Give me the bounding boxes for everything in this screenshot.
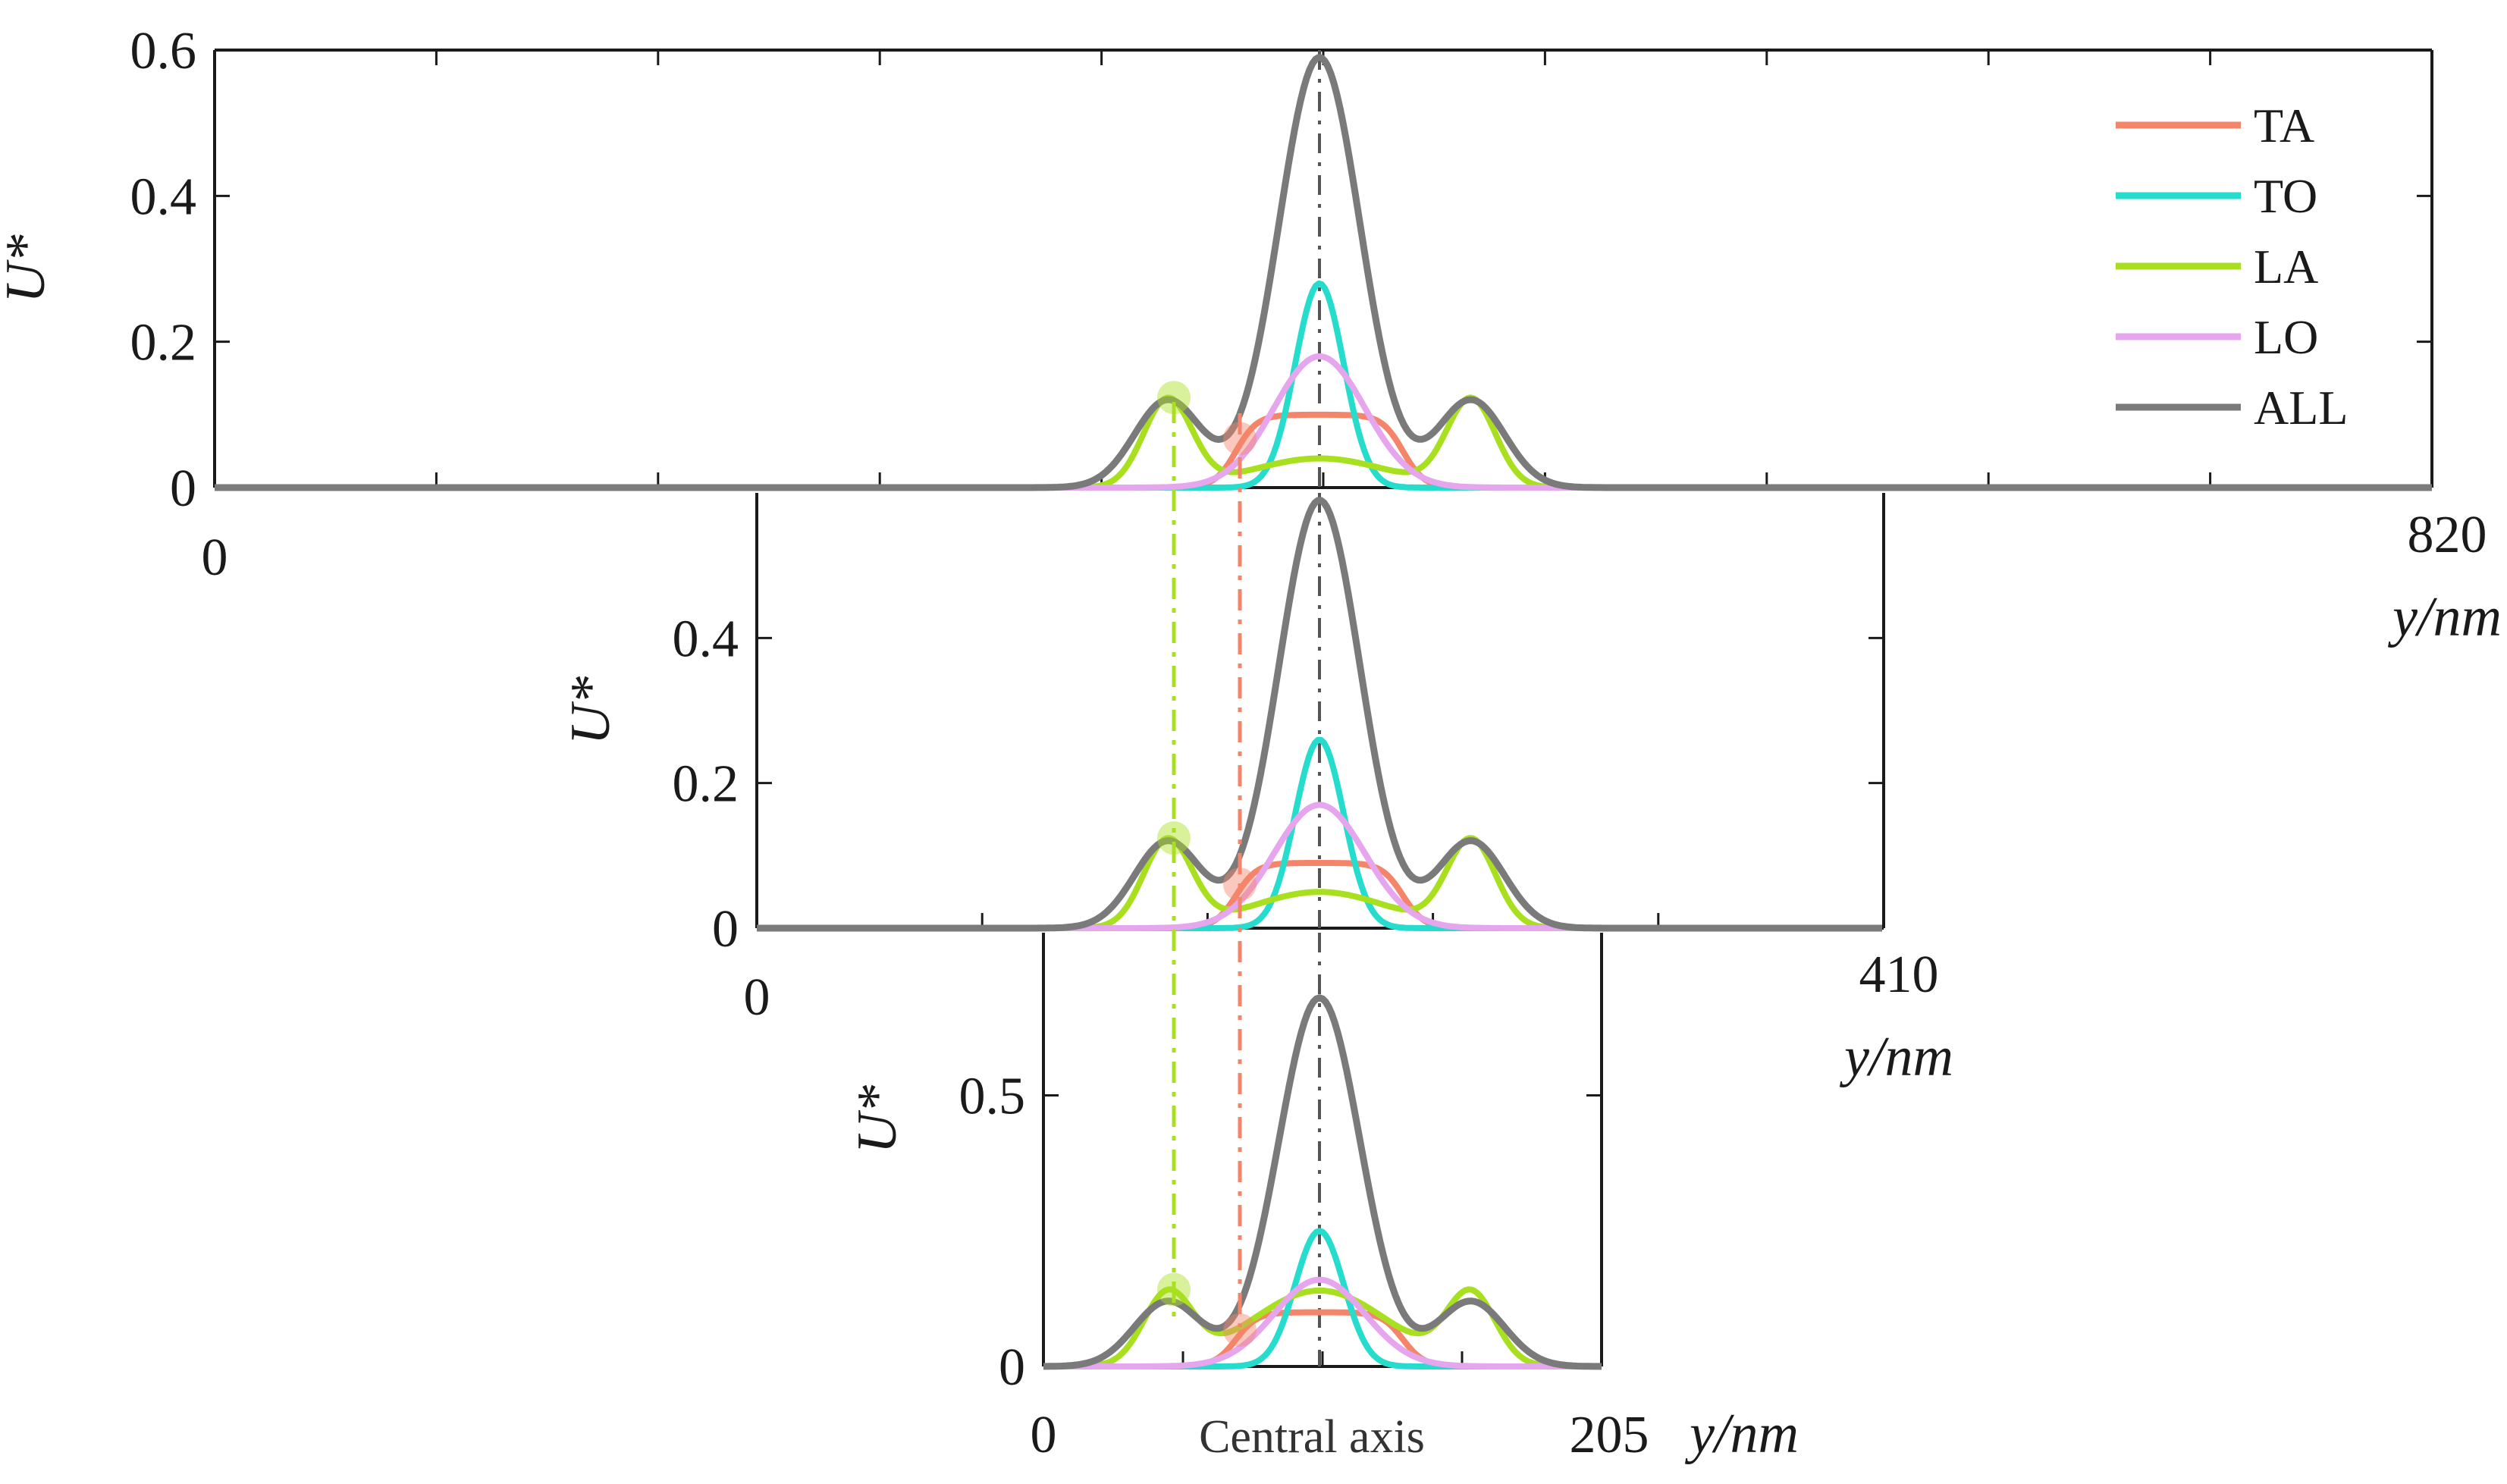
ta-peak-marker <box>1223 422 1257 456</box>
legend-label-la: LA <box>2254 240 2318 293</box>
x-tick-label-max: 410 <box>1859 946 1939 1004</box>
y-axis-title: U* <box>0 234 57 303</box>
x-axis-title: y/nm <box>1839 1026 1953 1088</box>
y-axis-title: U* <box>846 1085 908 1153</box>
panel-820: 0 0.2 0.4 0.6 0 820 y/nm U* <box>0 22 2502 648</box>
x-tick-label-min: 0 <box>202 529 228 587</box>
legend-label-lo: LO <box>2254 310 2318 364</box>
y-tick-label: 0.5 <box>959 1068 1026 1126</box>
x-tick-label-min: 0 <box>1031 1406 1057 1464</box>
x-tick-label-max: 820 <box>2408 506 2487 564</box>
guides-layer <box>1172 402 1242 1327</box>
x-axis-title: y/nm <box>2387 586 2502 648</box>
la-peak-marker <box>1157 381 1191 415</box>
y-tick-label: 0 <box>999 1338 1025 1397</box>
y-tick-label: 0.2 <box>130 314 197 372</box>
la-peak-marker <box>1157 821 1191 855</box>
x-tick-label-max: 205 <box>1570 1406 1649 1464</box>
series-all-line <box>1043 994 1602 1370</box>
legend-label-all: ALL <box>2254 381 2348 435</box>
y-tick-label: 0 <box>712 900 739 958</box>
panel-410: 0 0.2 0.4 0 410 y/nm U* <box>560 493 1953 1088</box>
y-axis-title: U* <box>560 676 622 745</box>
series-lo-line <box>757 802 1882 931</box>
y-tick-label: 0 <box>170 460 196 518</box>
series-la-line <box>1043 1286 1602 1369</box>
y-tick-label: 0.6 <box>130 22 197 80</box>
y-tick-label: 0.4 <box>130 168 197 226</box>
x-tick-label-min: 0 <box>744 968 770 1027</box>
legend: TA TO LA LO ALL <box>2116 99 2348 435</box>
series-lo-line <box>1043 1276 1602 1369</box>
series-all-line <box>756 497 1883 932</box>
panel-205: 0 0.5 0 205 y/nm U* Central axis <box>846 933 1799 1465</box>
series-lo-line <box>215 353 2432 491</box>
y-tick-label: 0.4 <box>673 610 739 668</box>
y-tick-label: 0.2 <box>673 755 739 814</box>
ta-peak-marker <box>1223 1313 1257 1347</box>
legend-label-to: TO <box>2254 169 2317 223</box>
legend-label-ta: TA <box>2254 99 2314 152</box>
x-axis-title: y/nm <box>1684 1403 1799 1465</box>
panels-layer: 0 0.2 0.4 0.6 0 820 y/nm U* 0 0.2 0.4 0 410 y/nm U* 0 0.… <box>0 22 2502 1465</box>
series-all-line <box>214 54 2433 491</box>
central-axis-label: Central axis <box>1199 1411 1425 1463</box>
